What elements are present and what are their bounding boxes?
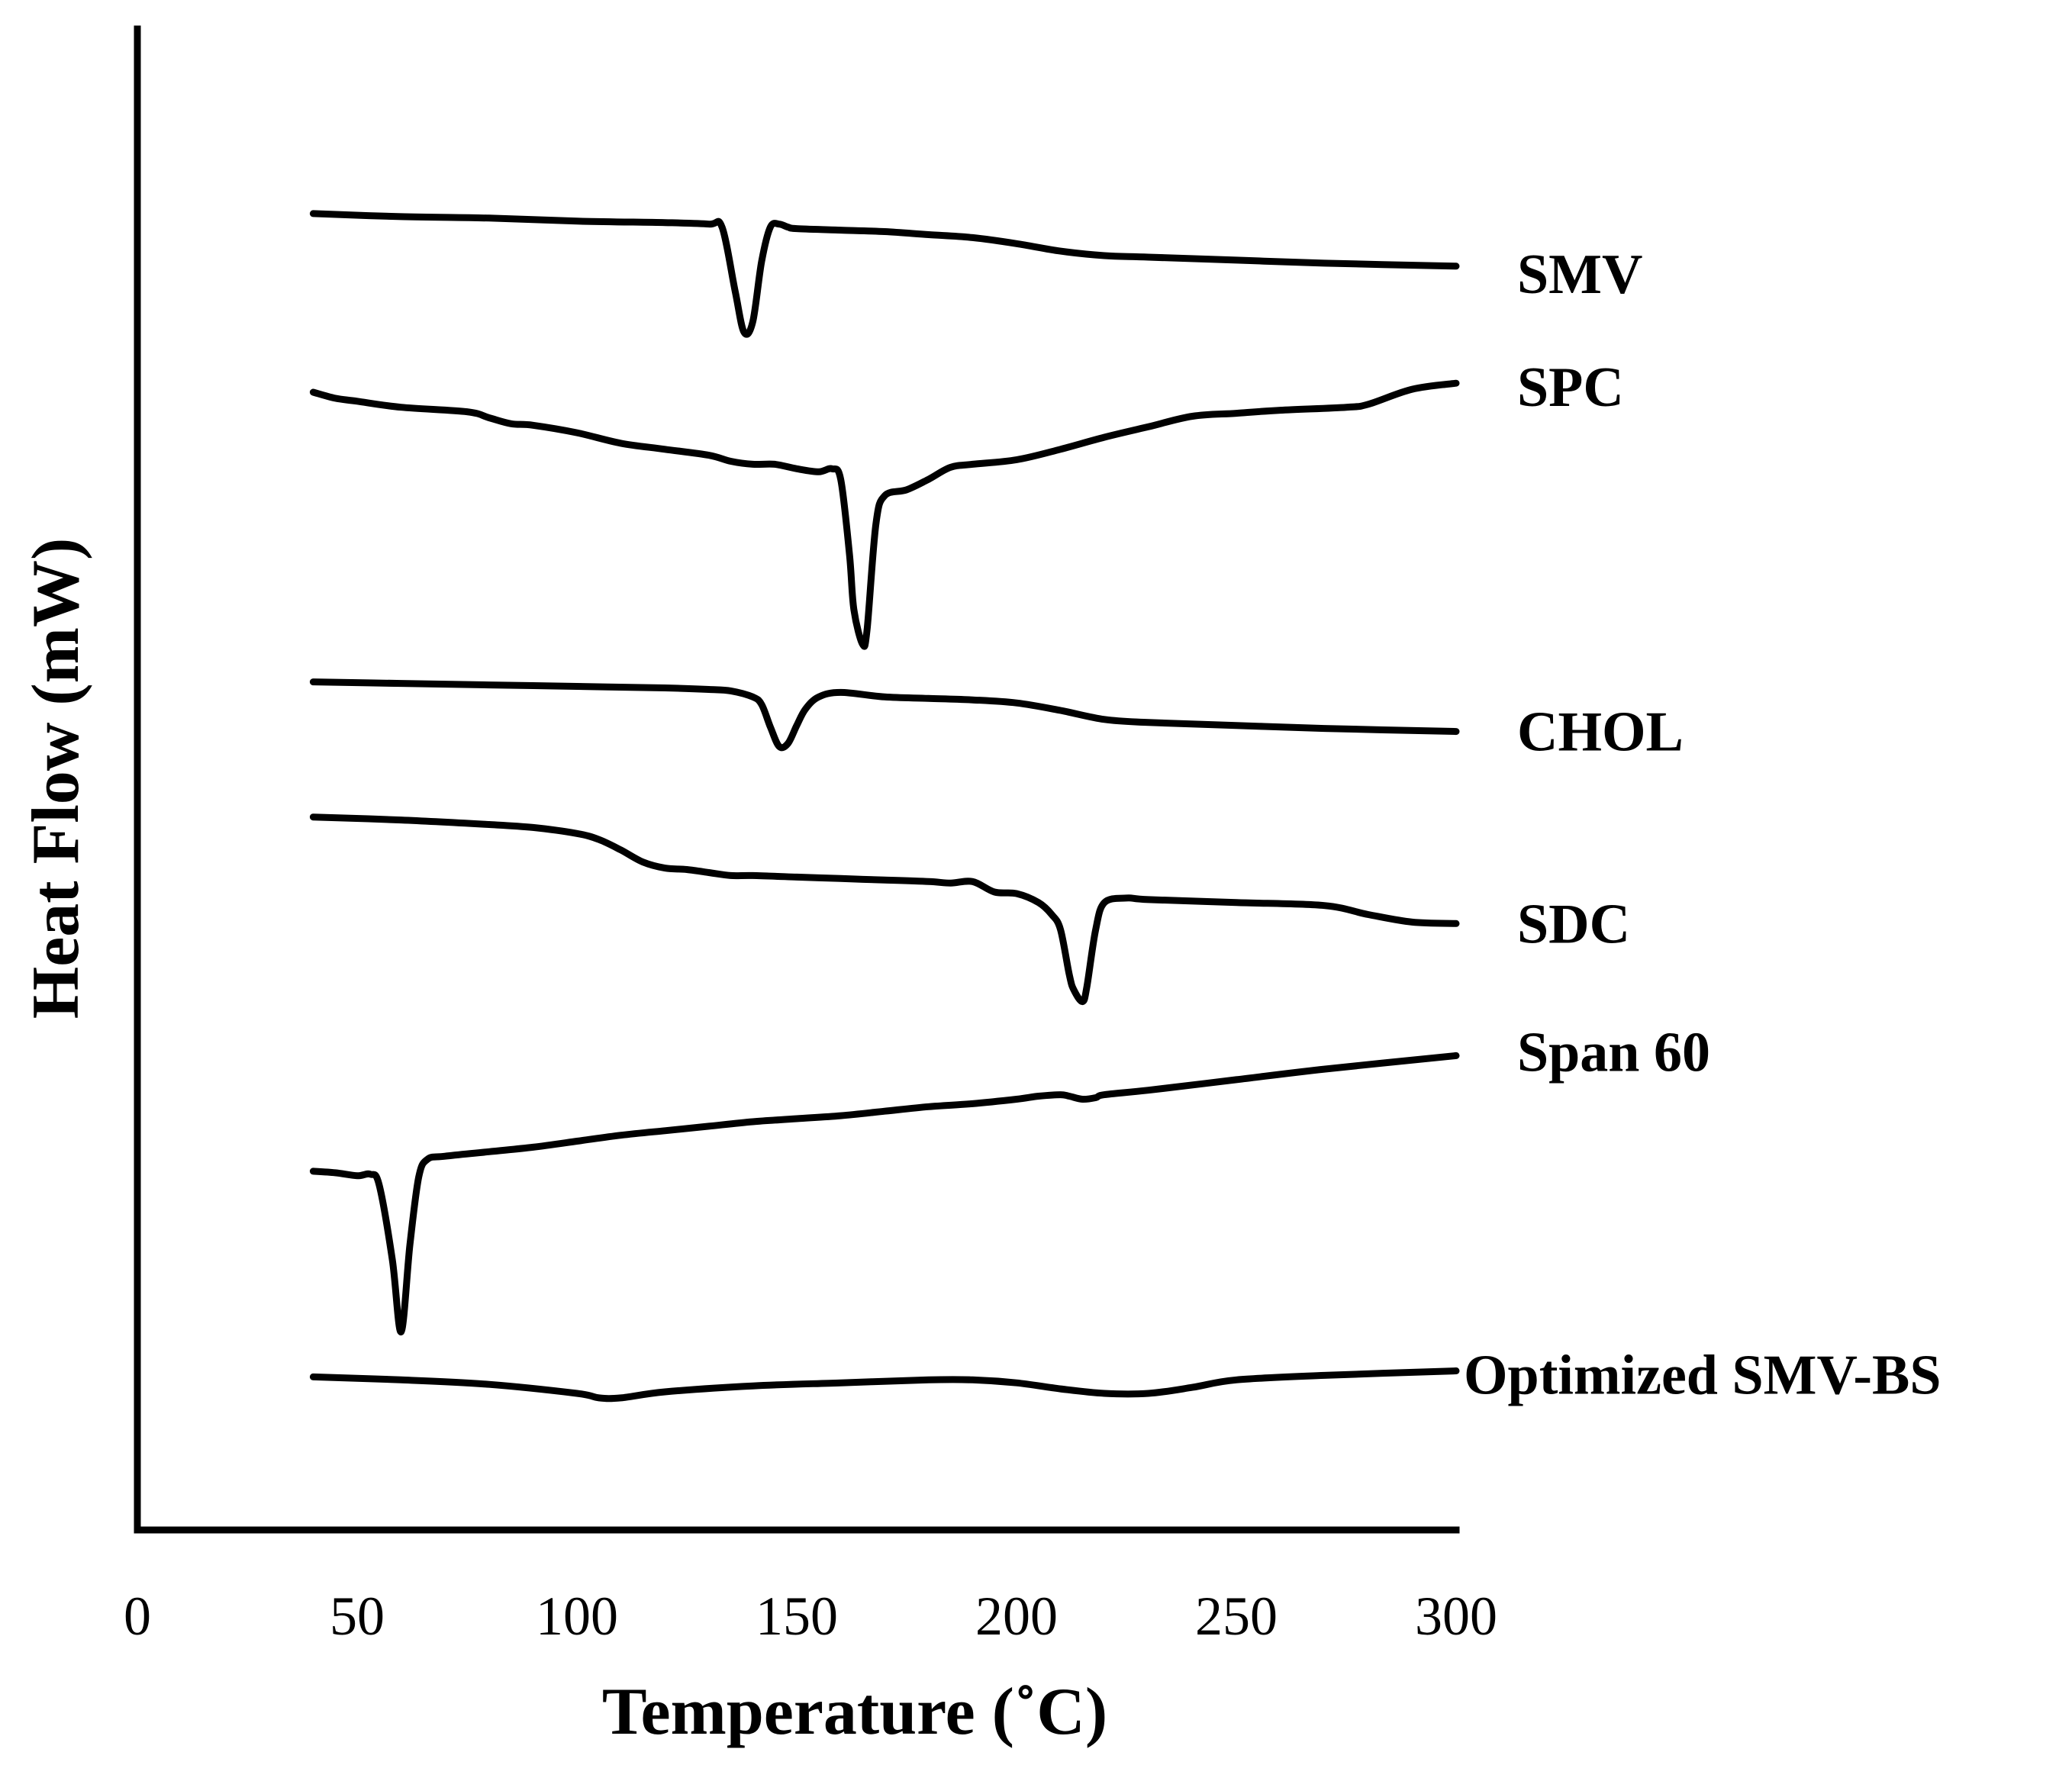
series-curves <box>309 210 1460 1403</box>
series-label-optimized-smv-bs: Optimized SMV-BS <box>1464 1344 1941 1406</box>
series-label-span-60: Span 60 <box>1517 1021 1710 1084</box>
x-tick-label: 100 <box>536 1586 618 1647</box>
x-tick-label: 250 <box>1195 1586 1278 1647</box>
series-label-spc: SPC <box>1517 356 1624 419</box>
series-label-chol: CHOL <box>1517 701 1684 764</box>
series-line-span-60 <box>309 1052 1460 1335</box>
x-tick-label: 300 <box>1415 1586 1497 1647</box>
x-tick-label: 200 <box>975 1586 1058 1647</box>
series-labels: SMV SPC CHOL SDC Span 60 Optimized SMV-BS <box>1464 243 1941 1407</box>
y-axis-title: Heat Flow (mW) <box>19 538 93 1019</box>
series-line-smv <box>309 210 1460 338</box>
x-axis-title: Temperature (˚C) <box>602 1675 1107 1749</box>
series-label-sdc: SDC <box>1517 893 1630 955</box>
series-line-spc <box>309 379 1460 650</box>
series-line-chol <box>309 678 1460 752</box>
x-tick-label: 150 <box>756 1586 838 1647</box>
series-line-sdc <box>309 813 1460 1006</box>
x-tick-label: 50 <box>330 1586 385 1647</box>
series-line-optimized-smv-bs <box>309 1367 1460 1403</box>
x-tick-labels: 0 50 100 150 200 250 300 <box>124 1586 1497 1647</box>
axes <box>134 25 1460 1534</box>
series-label-smv: SMV <box>1517 243 1642 306</box>
x-tick-label: 0 <box>124 1586 151 1647</box>
